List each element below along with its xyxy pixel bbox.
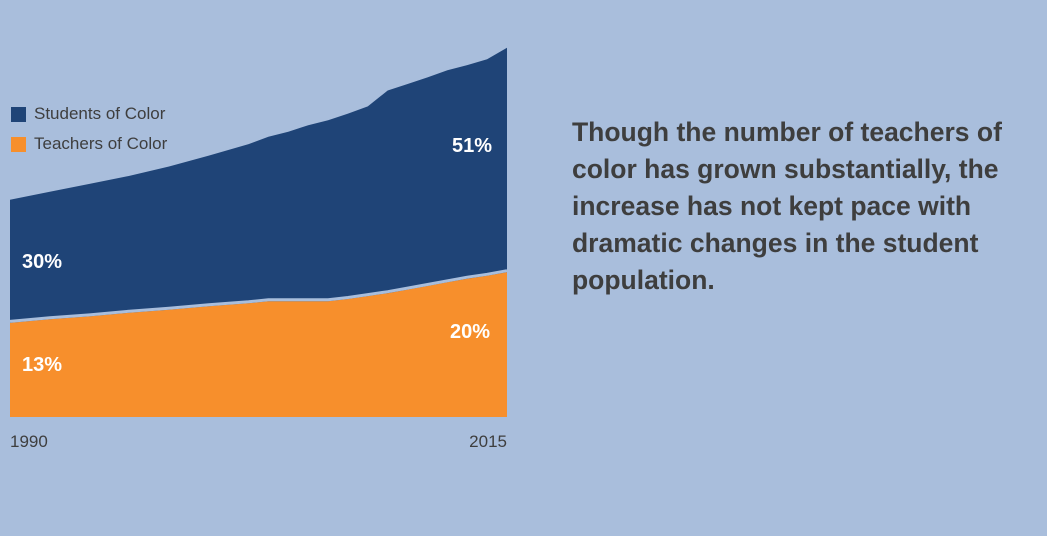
- teachers-end-label: 20%: [450, 321, 491, 343]
- headline-text: Though the number of teachers of color h…: [572, 117, 1002, 295]
- x-tick-label-start: 1990: [10, 432, 48, 451]
- teachers-start-label: 13%: [22, 354, 63, 376]
- legend-swatch-teachers: [11, 136, 26, 152]
- legend-item-teachers: Teachers of Color: [11, 134, 168, 153]
- legend-label-teachers: Teachers of Color: [34, 134, 168, 153]
- x-tick-label-end: 2015: [469, 432, 507, 451]
- series-separator-line: [9, 269, 508, 323]
- area-chart: [9, 47, 508, 418]
- legend-label-students: Students of Color: [34, 104, 166, 123]
- area-teachers-of-color: [10, 272, 507, 417]
- students-end-label: 51%: [452, 135, 493, 157]
- legend-item-students: Students of Color: [11, 104, 166, 123]
- students-start-label: 30%: [22, 251, 63, 273]
- legend-swatch-students: [11, 106, 26, 122]
